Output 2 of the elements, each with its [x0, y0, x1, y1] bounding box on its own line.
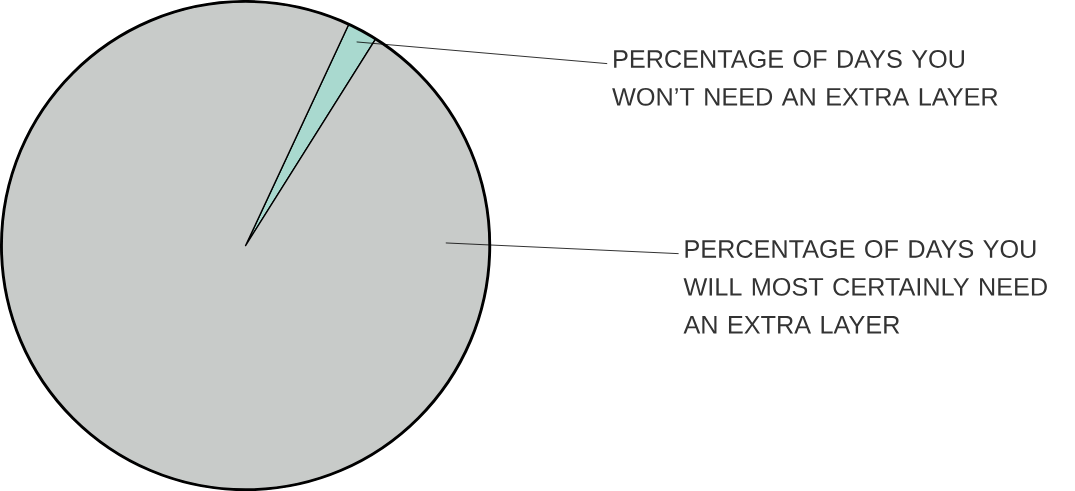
slice-label: PERCENTAGE OF DAYS YOU WON’T NEED AN EXTRA LAYER — [612, 49, 998, 106]
slice-label: PERCENTAGE OF DAYS YOU WILL MOST CERTAINLY NEED AN EXTRA LAYER — [683, 239, 1047, 334]
